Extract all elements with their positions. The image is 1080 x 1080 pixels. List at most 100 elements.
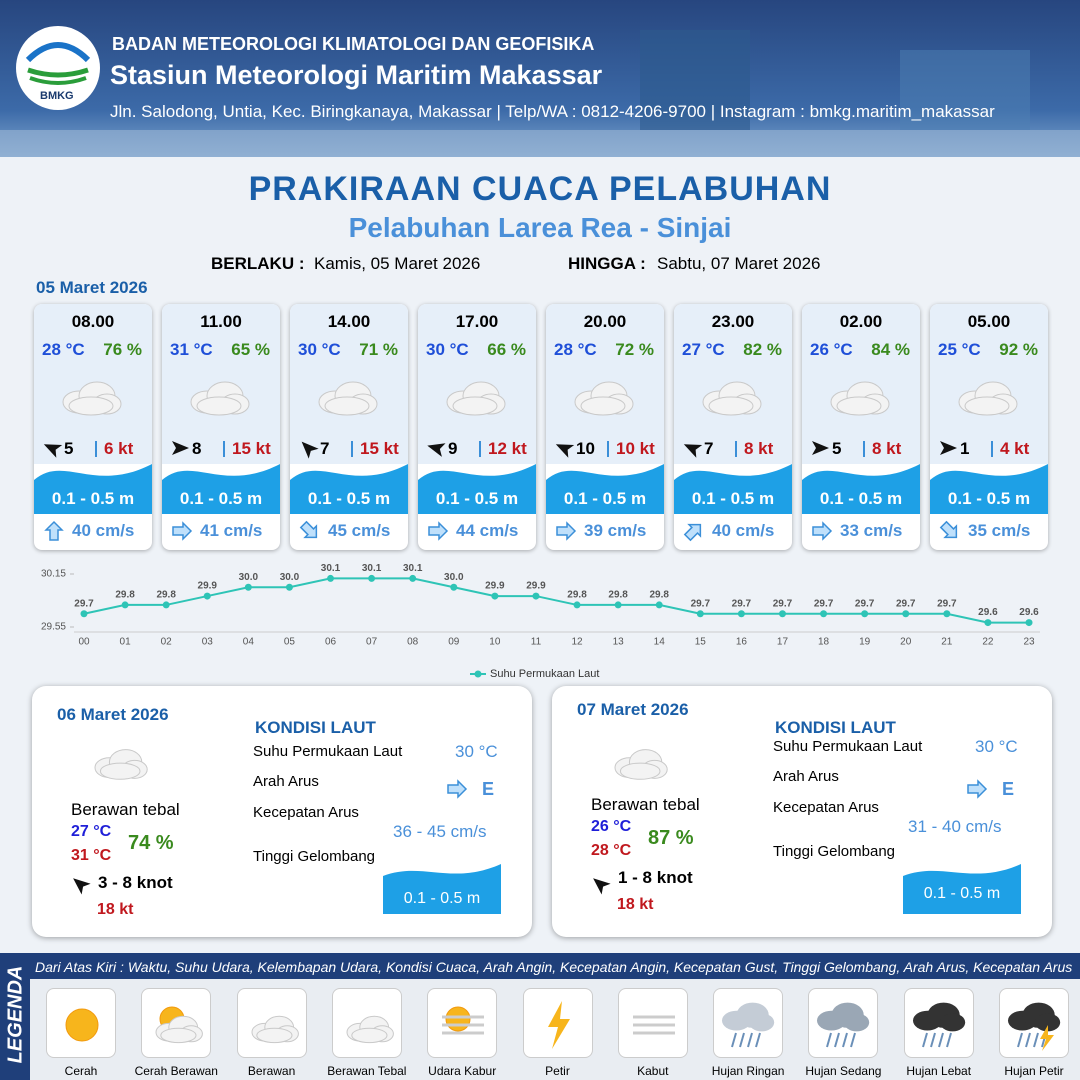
wave	[383, 864, 501, 914]
point	[327, 574, 335, 582]
point	[737, 610, 745, 618]
wind-arrow	[555, 444, 575, 458]
sea-title: KONDISI LAUT	[775, 718, 896, 737]
day-panel: 06 Maret 2026 Berawan tebal 27 °C 31 °C 74 %…	[32, 686, 532, 937]
temperature: 28 °C	[554, 340, 597, 359]
value-label: 29.9	[526, 581, 546, 592]
cloud-part	[749, 1013, 775, 1032]
value-label: 29.9	[198, 581, 218, 592]
legend-icon	[713, 988, 784, 1058]
point	[902, 610, 910, 618]
humidity: 66 %	[487, 340, 526, 359]
humidity: 74 %	[128, 832, 174, 854]
point	[491, 592, 499, 600]
wind-arrow	[73, 878, 91, 895]
temperature: 30 °C	[426, 340, 469, 359]
cloud-part	[324, 396, 370, 416]
gust: 18 kt	[97, 901, 134, 918]
wind: 10	[576, 439, 595, 458]
temp-min: 27 °C	[71, 823, 112, 840]
rain	[826, 1032, 833, 1048]
wave	[930, 464, 1048, 514]
legend-label: Hujan Sedang	[805, 1064, 882, 1078]
cloud-part	[255, 1027, 293, 1044]
value-label: 29.7	[937, 598, 957, 609]
cloud-part	[452, 396, 498, 416]
value-label: 29.7	[691, 598, 711, 609]
cloud-part	[68, 396, 114, 416]
humidity: 87 %	[648, 827, 694, 849]
rain	[834, 1032, 841, 1048]
to-label: HINGGA :	[568, 254, 646, 273]
x-tick-label: 22	[982, 637, 994, 648]
current-arrow	[44, 520, 64, 541]
wave-height: 0.1 - 0.5 m	[947, 489, 1031, 508]
cloud-part	[619, 762, 661, 780]
current-speed: 35 cm/s	[968, 521, 1031, 540]
current-speed: 39 cm/s	[584, 521, 647, 540]
value-label: 29.7	[732, 598, 752, 609]
value-label: 29.7	[74, 598, 94, 609]
sst: 30 °C	[455, 742, 498, 761]
cloud-part	[580, 396, 626, 416]
legend-title: LEGENDA	[4, 965, 27, 1064]
point	[368, 574, 376, 582]
value-label: 29.9	[485, 581, 505, 592]
point	[409, 574, 417, 582]
icon	[817, 1002, 870, 1048]
gust: 8 kt	[872, 439, 902, 458]
legend-icon	[522, 988, 593, 1058]
wave	[802, 464, 920, 514]
header: BMKG BADAN METEOROLOGI KLIMATOLOGI DAN G…	[0, 0, 1080, 157]
cloud-part	[939, 1013, 965, 1032]
x-tick-label: 10	[489, 637, 501, 648]
icon	[930, 304, 1048, 539]
cloud-part	[1035, 1013, 1061, 1032]
humidity: 82 %	[743, 340, 782, 359]
temp-max: 31 °C	[71, 847, 112, 864]
x-tick-label: 09	[448, 637, 460, 648]
wave	[290, 464, 408, 514]
value-label: 29.7	[855, 598, 875, 609]
cloud-part	[844, 1013, 870, 1032]
gust: 15 kt	[232, 439, 271, 458]
wind: 8	[192, 439, 202, 458]
wind-arrow	[940, 441, 957, 455]
address: Jln. Salodong, Untia, Kec. Biringkanaya,…	[110, 102, 995, 121]
sst-label: Suhu Permukaan Laut	[253, 743, 403, 760]
x-tick-label: 15	[695, 637, 707, 648]
value-label: 29.8	[649, 590, 669, 601]
wind-arrow	[812, 441, 829, 455]
title: PRAKIRAAN CUACA PELABUHAN	[248, 170, 832, 208]
current-dir: E	[482, 779, 495, 799]
rain	[945, 1032, 952, 1048]
x-tick-label: 04	[243, 637, 255, 648]
legend-icon	[903, 988, 974, 1058]
icon	[802, 304, 920, 541]
header-scenery	[0, 26, 1080, 157]
y-tick-label: 29.55	[41, 622, 66, 633]
point	[655, 601, 663, 609]
temperature: 31 °C	[170, 340, 213, 359]
wave-height: 0.1 - 0.5 m	[923, 885, 1001, 902]
wind: 1	[960, 439, 970, 458]
wind-arrow	[301, 441, 319, 459]
point	[203, 592, 211, 600]
wave-label: Tinggi Gelombang	[253, 848, 376, 865]
current-speed: 40 cm/s	[712, 521, 775, 540]
wind: 5	[64, 439, 74, 458]
x-tick-label: 05	[284, 637, 296, 648]
x-tick-label: 18	[818, 637, 830, 648]
wind: 5	[832, 439, 842, 458]
current-arrow	[939, 520, 958, 539]
logo-text: BMKG	[40, 90, 74, 102]
point	[450, 583, 458, 591]
current-arrow	[172, 521, 193, 541]
gust: 18 kt	[617, 896, 654, 913]
wave-label: Tinggi Gelombang	[773, 843, 896, 860]
wind: 7	[320, 439, 330, 458]
legend-label: Hujan Ringan	[711, 1064, 785, 1078]
humidity: 72 %	[615, 340, 654, 359]
point	[778, 610, 786, 618]
